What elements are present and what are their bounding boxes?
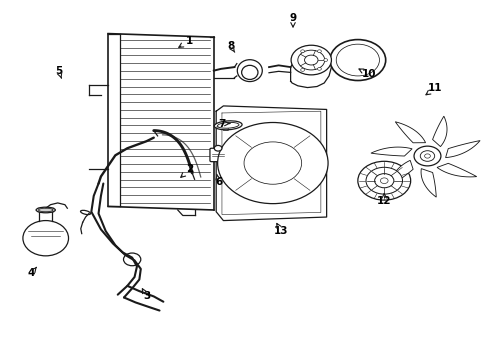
Circle shape bbox=[420, 151, 435, 161]
Circle shape bbox=[214, 145, 222, 151]
Polygon shape bbox=[421, 168, 436, 197]
Ellipse shape bbox=[39, 208, 53, 212]
Circle shape bbox=[336, 44, 379, 76]
Circle shape bbox=[301, 50, 305, 53]
Text: 1: 1 bbox=[186, 36, 194, 46]
FancyBboxPatch shape bbox=[210, 148, 226, 162]
Circle shape bbox=[298, 50, 325, 70]
Ellipse shape bbox=[242, 66, 258, 80]
Polygon shape bbox=[395, 122, 426, 143]
Text: 12: 12 bbox=[377, 196, 392, 206]
Circle shape bbox=[305, 55, 318, 65]
Circle shape bbox=[301, 68, 305, 71]
Ellipse shape bbox=[237, 60, 262, 82]
Circle shape bbox=[414, 146, 441, 166]
Circle shape bbox=[244, 142, 302, 184]
Circle shape bbox=[324, 59, 328, 62]
Polygon shape bbox=[389, 160, 413, 187]
Polygon shape bbox=[291, 46, 331, 87]
Text: 3: 3 bbox=[143, 292, 150, 301]
Polygon shape bbox=[371, 147, 412, 156]
Text: 7: 7 bbox=[218, 118, 225, 129]
Polygon shape bbox=[216, 106, 327, 221]
Text: 13: 13 bbox=[274, 226, 288, 236]
Circle shape bbox=[425, 154, 430, 158]
Text: 11: 11 bbox=[428, 83, 442, 93]
Polygon shape bbox=[445, 140, 480, 158]
Ellipse shape bbox=[214, 121, 242, 130]
Ellipse shape bbox=[36, 207, 55, 213]
Circle shape bbox=[318, 50, 321, 53]
Circle shape bbox=[123, 253, 141, 266]
Text: 2: 2 bbox=[186, 165, 194, 174]
Ellipse shape bbox=[218, 122, 239, 128]
Polygon shape bbox=[437, 163, 477, 177]
Circle shape bbox=[330, 40, 386, 81]
Circle shape bbox=[291, 45, 331, 75]
Circle shape bbox=[318, 67, 321, 70]
Circle shape bbox=[375, 174, 394, 188]
Circle shape bbox=[218, 122, 328, 204]
Text: 6: 6 bbox=[215, 177, 222, 187]
Text: 9: 9 bbox=[290, 13, 296, 23]
Circle shape bbox=[380, 178, 388, 184]
Ellipse shape bbox=[80, 210, 91, 215]
Ellipse shape bbox=[23, 221, 69, 256]
Polygon shape bbox=[433, 116, 447, 147]
Text: 8: 8 bbox=[227, 41, 234, 51]
Text: 5: 5 bbox=[55, 66, 62, 76]
Text: 10: 10 bbox=[362, 69, 376, 79]
Circle shape bbox=[358, 161, 411, 200]
Text: 4: 4 bbox=[27, 269, 35, 279]
Circle shape bbox=[366, 167, 402, 194]
